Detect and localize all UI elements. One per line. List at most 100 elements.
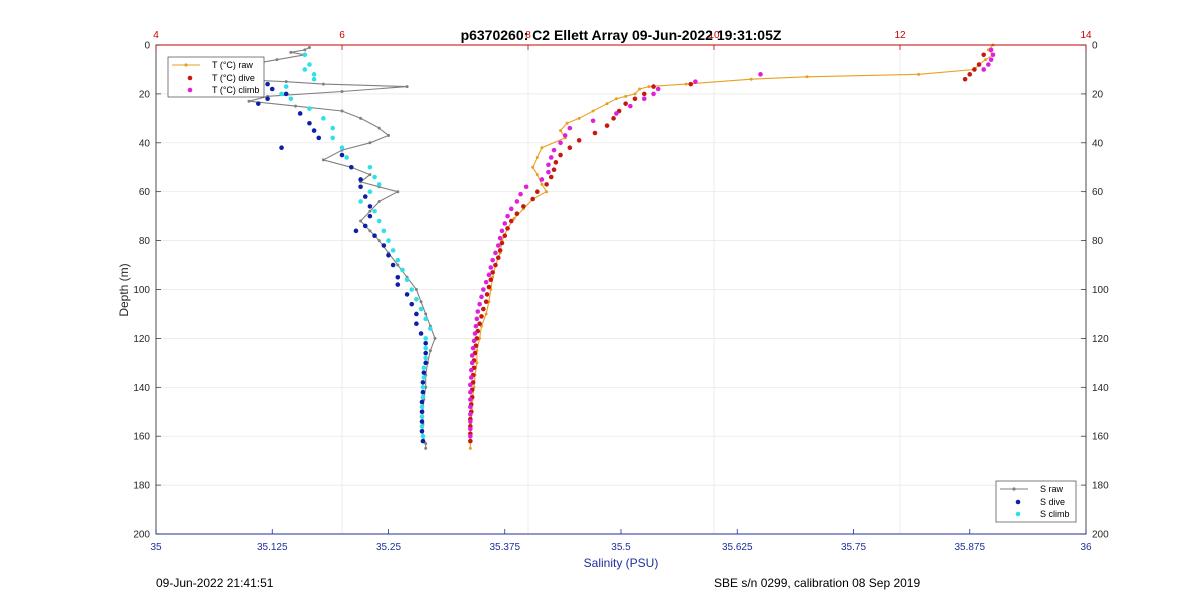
data-point [468,382,473,388]
data-point [377,239,381,243]
salinity-legend: S raw S dive S climb [995,480,1077,523]
data-point [988,57,994,62]
data-point [468,404,473,410]
data-point [514,199,520,204]
footer-timestamp: 09-Jun-2022 21:41:51 [156,576,274,590]
data-point [420,394,426,400]
data-point [419,300,423,304]
data-point [424,446,428,450]
data-point [358,177,363,182]
y-tick-label-left: 80 [139,236,151,247]
data-point [530,196,535,202]
data-point [567,145,573,150]
y-tick-label-right: 60 [1092,187,1104,198]
data-point [623,101,628,106]
data-point [512,217,516,221]
data-point [488,277,494,283]
x-top-tick-label: 6 [339,30,345,41]
data-point [508,218,514,224]
data-point [311,76,317,82]
data-point [396,263,400,267]
x-top-tick-label: 4 [153,30,159,41]
data-point [486,284,492,290]
data-point [472,331,478,336]
data-point [414,321,419,327]
data-point [535,189,540,194]
y-tick-label-right: 0 [1092,41,1098,52]
data-point [409,287,415,292]
data-point [505,226,510,231]
data-point [473,323,479,329]
y-tick-label-left: 100 [133,285,150,296]
data-point [367,164,373,170]
x-bottom-tick-label: 35.25 [376,542,401,553]
data-point [641,96,647,102]
temperature-legend: T (°C) raw T (°C) dive T (°C) climb [167,56,265,98]
x-bottom-tick-label: 35.875 [954,542,985,553]
data-point [421,370,427,375]
data-point [514,211,520,217]
legend-t-climb-marker [187,87,193,93]
data-point [468,411,473,417]
data-point [418,331,424,336]
data-point [967,72,973,77]
data-point [471,338,477,344]
series-t-c-dive [468,52,986,444]
data-point [484,292,490,297]
data-point [499,228,505,234]
data-point [424,312,428,316]
data-point [479,314,484,319]
data-point [508,206,514,212]
data-point [548,155,554,160]
data-point [396,190,400,194]
data-point [368,141,372,145]
data-point [468,446,472,450]
data-point [349,164,354,170]
data-point [544,182,549,187]
y-tick-label-left: 180 [133,481,150,492]
data-point [386,252,391,258]
data-point [419,409,425,415]
data-point [321,116,326,121]
data-point [468,433,473,439]
data-point [433,336,437,340]
data-point [468,426,473,432]
data-point [368,173,372,177]
data-point [279,145,284,150]
legend-s-raw-label: S raw [1040,484,1064,494]
y-tick-label-left: 120 [133,334,150,345]
data-point [419,404,425,410]
data-point [479,294,484,300]
data-point [490,257,495,263]
data-point [481,287,486,292]
data-point [981,52,986,58]
axis-ticks: 0 0 20 20 40 40 60 60 80 80 100 100 120 120 140 140 160 1… [133,30,1109,553]
data-point [558,152,563,158]
data-point [565,121,569,125]
data-point [917,72,921,76]
y-tick-label-left: 40 [139,138,151,149]
data-point [986,62,991,67]
data-point [395,274,401,280]
data-point [604,123,610,128]
data-point [486,272,492,278]
data-point [605,102,609,106]
data-point [339,152,345,158]
data-point [283,84,289,89]
data-point [367,213,373,219]
data-point [404,277,410,283]
data-point [624,94,628,98]
data-point [962,76,968,82]
data-point [423,355,429,361]
data-point [377,199,381,203]
legend-s-raw-marker [1012,487,1016,491]
data-point [499,240,505,246]
data-point [390,262,396,268]
data-point [395,257,401,263]
data-point [330,135,336,141]
data-point [468,419,473,424]
data-point [468,389,473,395]
data-point [749,77,753,81]
data-point [414,296,419,302]
data-point [423,345,429,351]
